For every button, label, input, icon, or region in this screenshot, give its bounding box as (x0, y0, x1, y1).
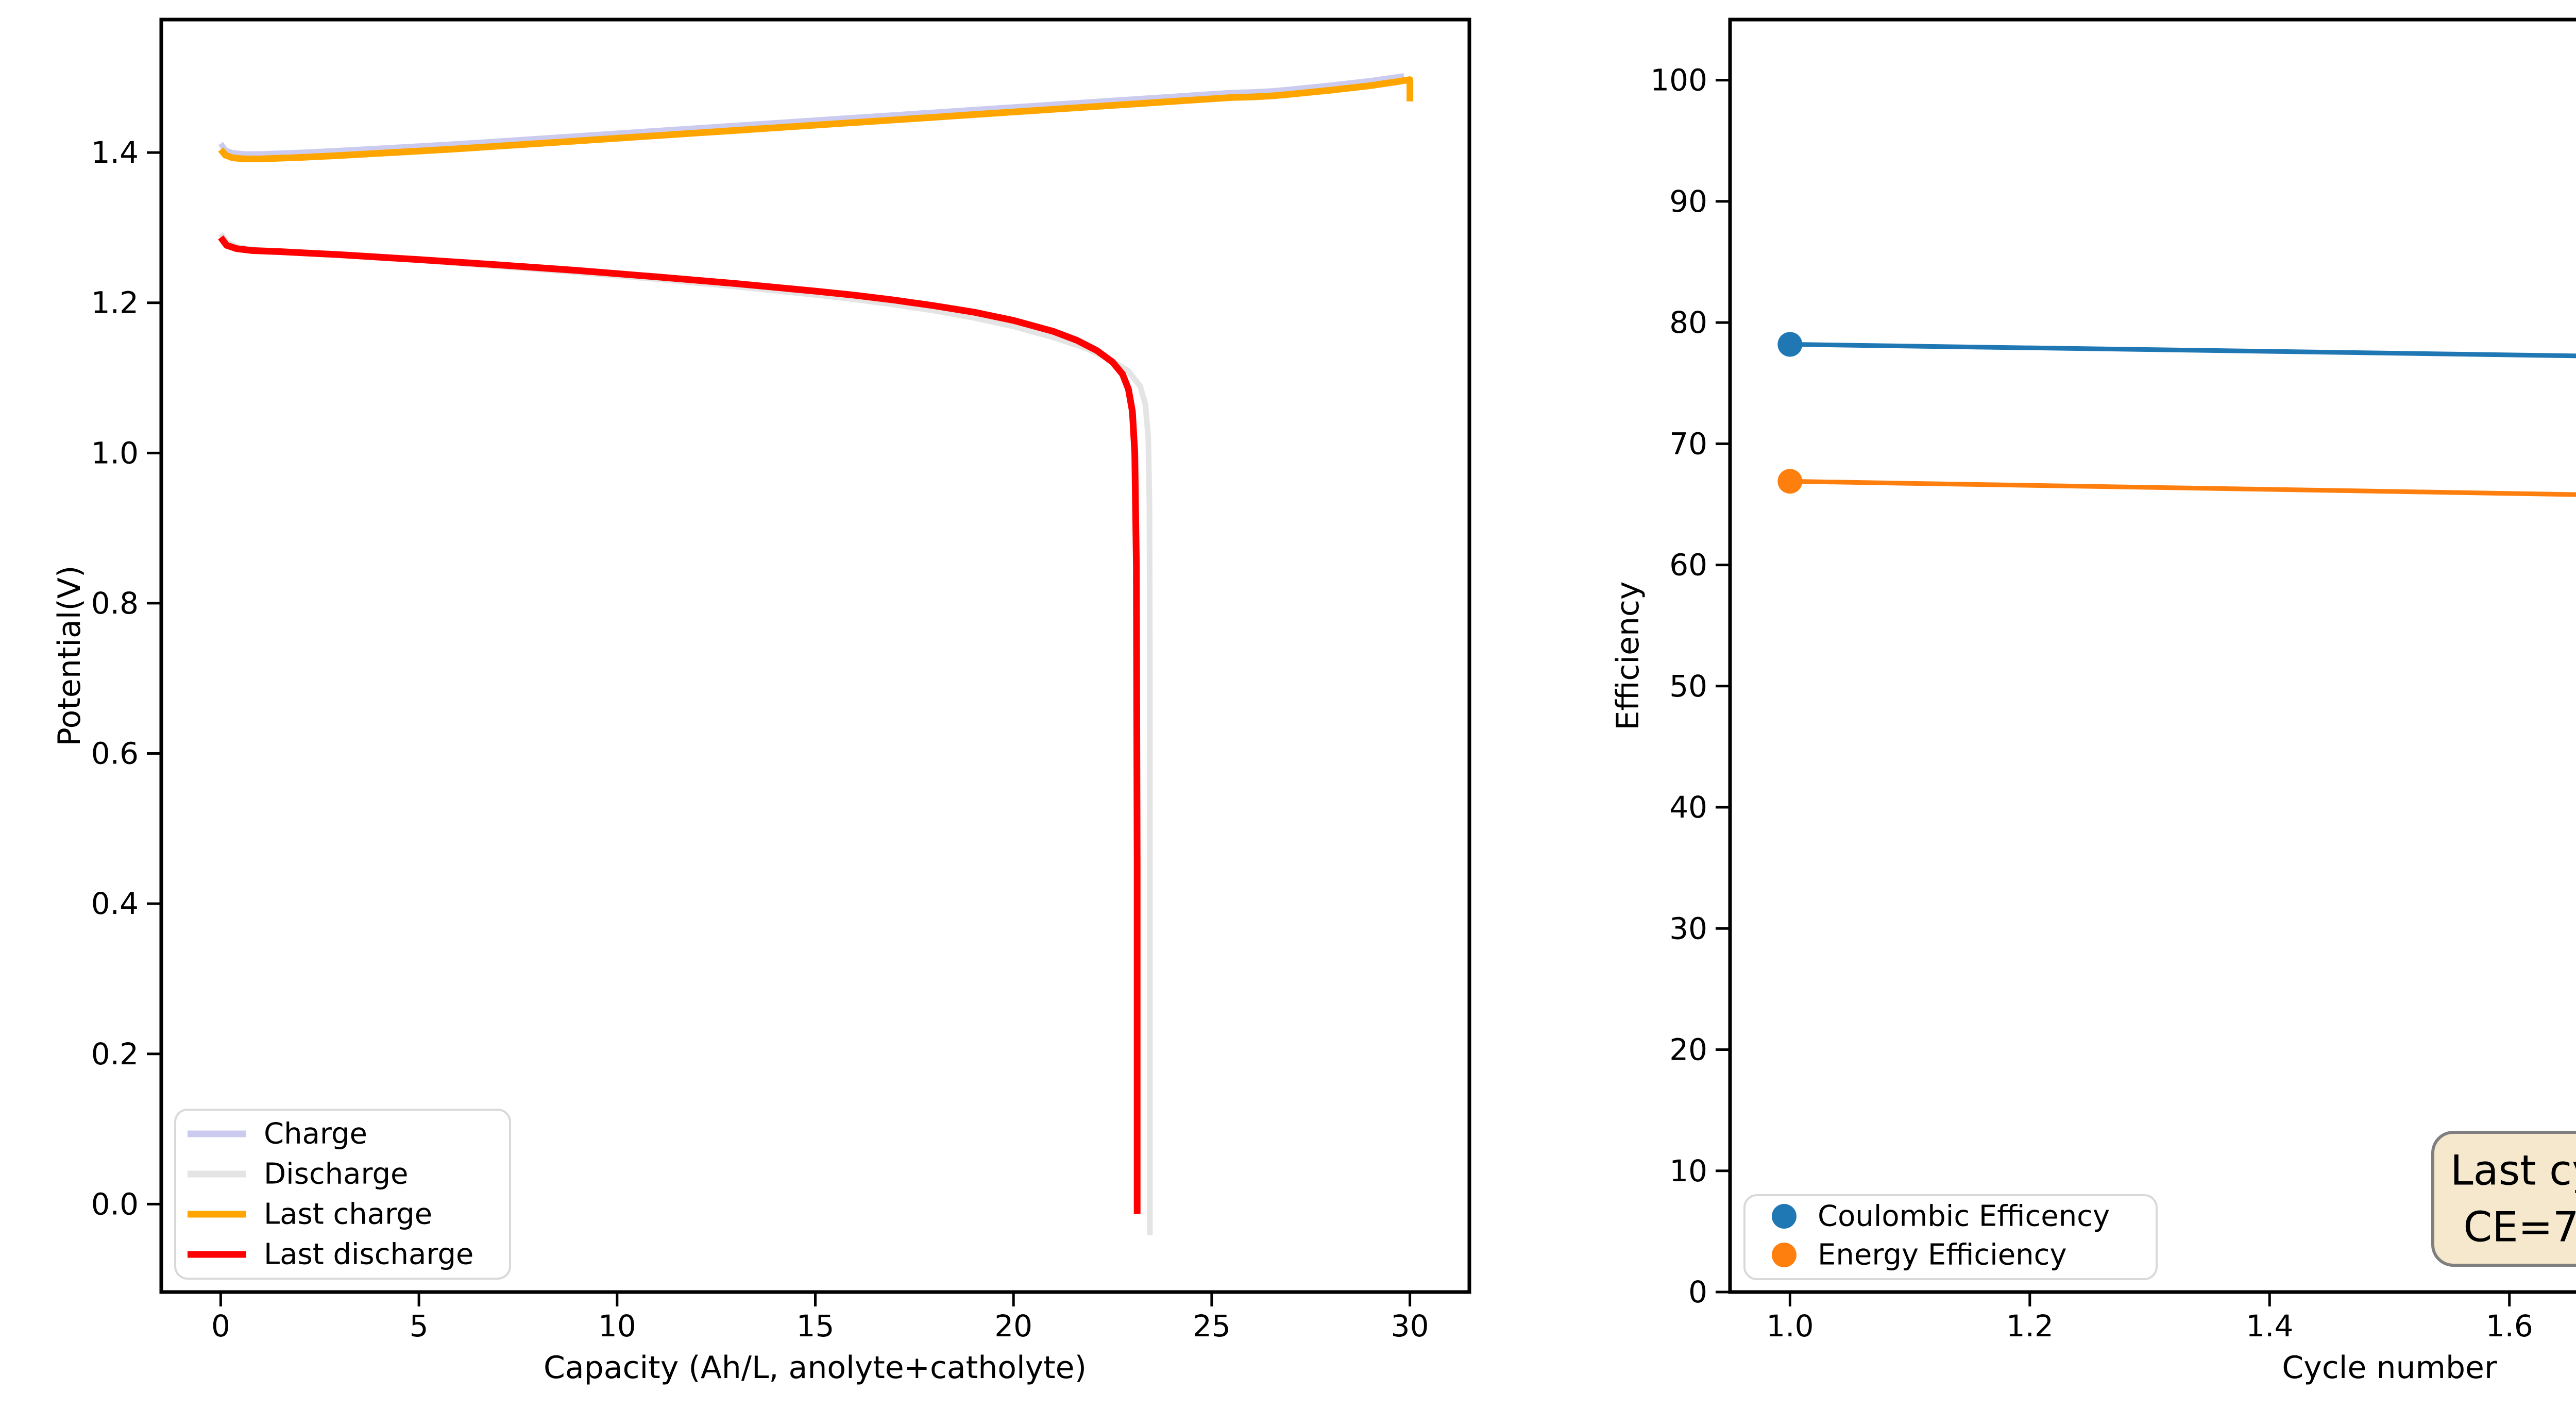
x-tick-label: 5 (410, 1309, 429, 1344)
y-tick-label: 1.2 (91, 285, 139, 320)
axes-frame-right (1728, 18, 2576, 1294)
legend-right: Coulombic Efficency Energy Efficiency (1743, 1194, 2158, 1280)
y-tick-label: 0.6 (91, 736, 139, 771)
x-tick-label: 0 (211, 1309, 230, 1344)
legend-label: Charge (264, 1117, 367, 1151)
x-tick-label: 25 (1193, 1309, 1231, 1344)
y-ticks-right: 0 10 20 30 40 50 60 70 80 90 100 (1650, 63, 1730, 1310)
y-tick-label: 100 (1650, 63, 1707, 98)
y-tick-label: 90 (1669, 184, 1707, 219)
x-tick-label: 10 (598, 1309, 636, 1344)
series-coulombic-efficency-line (1790, 342, 2576, 359)
axes-efficiency-vs-cycle: 1.01.21.41.61.82.0 010203040506070809010… (1610, 18, 2576, 1386)
y-ticks-left: 0.0 0.2 0.4 0.6 0.8 1.0 1.2 1.4 (91, 135, 161, 1221)
annotation-box (2431, 1131, 2576, 1267)
series-group-right (1777, 332, 2576, 497)
x-ticks-left: 0 5 10 15 20 25 30 (211, 1292, 1429, 1344)
y-tick-label: 60 (1669, 548, 1707, 583)
y-tick-label: 50 (1669, 669, 1707, 704)
y-tick-label: 1.0 (91, 435, 139, 470)
y-tick-label: 70 (1669, 426, 1707, 461)
y-tick-label: 0.0 (91, 1186, 139, 1221)
y-tick-label: 0 (1688, 1275, 1707, 1310)
x-tick-label: 1.2 (2006, 1309, 2054, 1344)
x-tick-label: 1.6 (2486, 1309, 2533, 1344)
y-tick-label: 0.4 (91, 886, 139, 921)
y-tick-label: 0.8 (91, 586, 139, 621)
series-energy-efficiency-line (1790, 479, 2576, 497)
y-axis-label-left: Potential(V) (52, 566, 88, 746)
x-tick-label: 1.0 (1766, 1309, 1814, 1344)
legend-label: Coulombic Efficency (1818, 1200, 2110, 1233)
y-tick-label: 0.2 (91, 1037, 139, 1072)
series-last-charge-line (218, 76, 1414, 162)
x-tick-label: 20 (994, 1309, 1032, 1344)
axes-potential-vs-capacity: 0 5 10 15 20 25 30 0.0 0.2 0.4 0.6 0.8 1.0 1.2 1.4 Ca… (52, 18, 1471, 1386)
legend-label: Last discharge (264, 1238, 473, 1271)
annotation-line1: Last cycle (2) (2450, 1147, 2576, 1195)
legend-swatch (1772, 1243, 1797, 1267)
y-tick-label: 1.4 (91, 135, 139, 170)
y-tick-label: 30 (1669, 911, 1707, 946)
data-point-marker (1777, 332, 1803, 357)
legend-box (1743, 1194, 2158, 1280)
y-axis-label-right: Efficiency (1610, 581, 1646, 730)
y-tick-label: 10 (1669, 1153, 1707, 1188)
legend-label: Energy Efficiency (1818, 1238, 2067, 1272)
y-tick-label: 40 (1669, 790, 1707, 825)
x-axis-label-left: Capacity (Ah/L, anolyte+catholyte) (544, 1350, 1087, 1386)
series-charge-line (218, 73, 1404, 157)
annotation-line2: CE=76.75%, EE=65.23% (2450, 1203, 2576, 1251)
legend-label: Discharge (264, 1158, 409, 1191)
y-tick-label: 80 (1669, 305, 1707, 340)
x-ticks-right: 1.01.21.41.61.82.0 (1766, 1292, 2533, 1344)
legend-box (174, 1109, 511, 1280)
data-point-marker (1777, 469, 1803, 494)
x-tick-label: 15 (796, 1309, 835, 1344)
y-tick-label: 20 (1669, 1032, 1707, 1067)
annotation-last-cycle: Last cycle (2) CE=76.75%, EE=65.23% (2431, 1131, 2576, 1267)
x-tick-label: 30 (1391, 1309, 1429, 1344)
legend-swatch (1772, 1204, 1797, 1229)
series-group-left (218, 73, 1414, 1235)
legend-label: Last charge (264, 1198, 432, 1231)
legend-left: Charge Discharge Last charge Last discharge (174, 1109, 511, 1280)
series-last-discharge-line (218, 235, 1141, 1214)
x-axis-label-right: Cycle number (2282, 1350, 2497, 1386)
x-tick-label: 1.4 (2246, 1309, 2293, 1344)
